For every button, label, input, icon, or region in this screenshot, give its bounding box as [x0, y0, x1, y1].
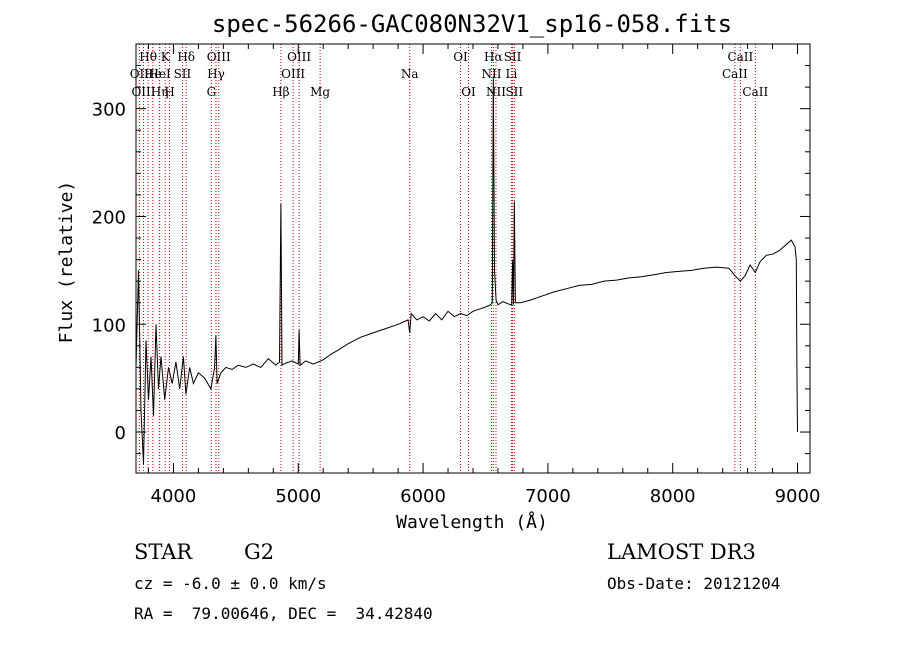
line-label-14: OIII	[281, 67, 305, 81]
x-tick-label-0: 4000	[151, 486, 197, 507]
line-label-0: Hθ	[139, 50, 157, 64]
x-axis-title: Wavelength (Å)	[396, 511, 548, 533]
survey-name: LAMOST DR3	[607, 540, 756, 564]
line-label-7: HeI	[148, 67, 171, 81]
axis-ticks: 4000 5000 6000 7000 8000 9000 0 100 200 300	[92, 44, 821, 507]
x-tick-label-2: 6000	[400, 486, 446, 507]
x-tick-label-3: 7000	[525, 486, 571, 507]
coordinates: RA = 79.00646, DEC = 34.42840	[134, 604, 433, 623]
redshift-velocity: cz = -6.0 ± 0.0 km/s	[134, 574, 327, 593]
line-label-26: CaII	[727, 50, 753, 64]
line-label-21: NII	[481, 67, 501, 81]
y-tick-label-2: 200	[92, 207, 126, 228]
y-tick-label-1: 100	[92, 315, 126, 336]
line-label-22: NII	[486, 85, 506, 99]
line-label-27: CaII	[722, 67, 748, 81]
line-label-6: H	[164, 85, 174, 99]
line-label-11: Hγ	[207, 67, 225, 81]
object-type: STAR	[134, 540, 193, 564]
x-tick-label-4: 8000	[650, 486, 696, 507]
spectrum-line	[135, 76, 798, 465]
line-label-19: OI	[461, 85, 476, 99]
emission-line-markers	[138, 44, 756, 473]
line-label-12: G	[207, 85, 217, 99]
line-label-13: Hβ	[272, 85, 289, 99]
line-label-16: Mg	[310, 85, 330, 99]
line-label-25: SII	[505, 85, 523, 99]
chart-title: spec-56266-GAC080N32V1_sp16-058.fits	[212, 10, 732, 38]
line-label-3: He	[144, 67, 162, 81]
x-tick-label-5: 9000	[775, 486, 821, 507]
line-label-4: Hη	[151, 85, 169, 99]
line-label-1: OII	[130, 67, 150, 81]
y-tick-label-0: 0	[115, 423, 126, 444]
line-label-9: Hδ	[177, 50, 195, 64]
plot-frame	[135, 43, 811, 474]
line-label-20: Hα	[484, 50, 503, 64]
line-label-10: OIII	[207, 50, 231, 64]
line-label-23: SII	[504, 50, 522, 64]
line-label-2: OIII	[131, 85, 155, 99]
x-tick-label-1: 5000	[275, 486, 321, 507]
line-label-28: CaII	[742, 85, 768, 99]
y-axis-title: Flux (relative)	[56, 181, 77, 344]
spectral-subclass: G2	[244, 540, 275, 564]
line-label-15: OIII	[287, 50, 311, 64]
line-label-8: SII	[174, 67, 192, 81]
observation-date: Obs-Date: 20121204	[607, 574, 781, 593]
line-label-17: Na	[401, 67, 419, 81]
y-tick-label-3: 300	[92, 100, 126, 121]
line-label-24: Li	[506, 67, 518, 81]
line-label-5: K	[161, 50, 171, 64]
line-label-18: OI	[453, 50, 468, 64]
